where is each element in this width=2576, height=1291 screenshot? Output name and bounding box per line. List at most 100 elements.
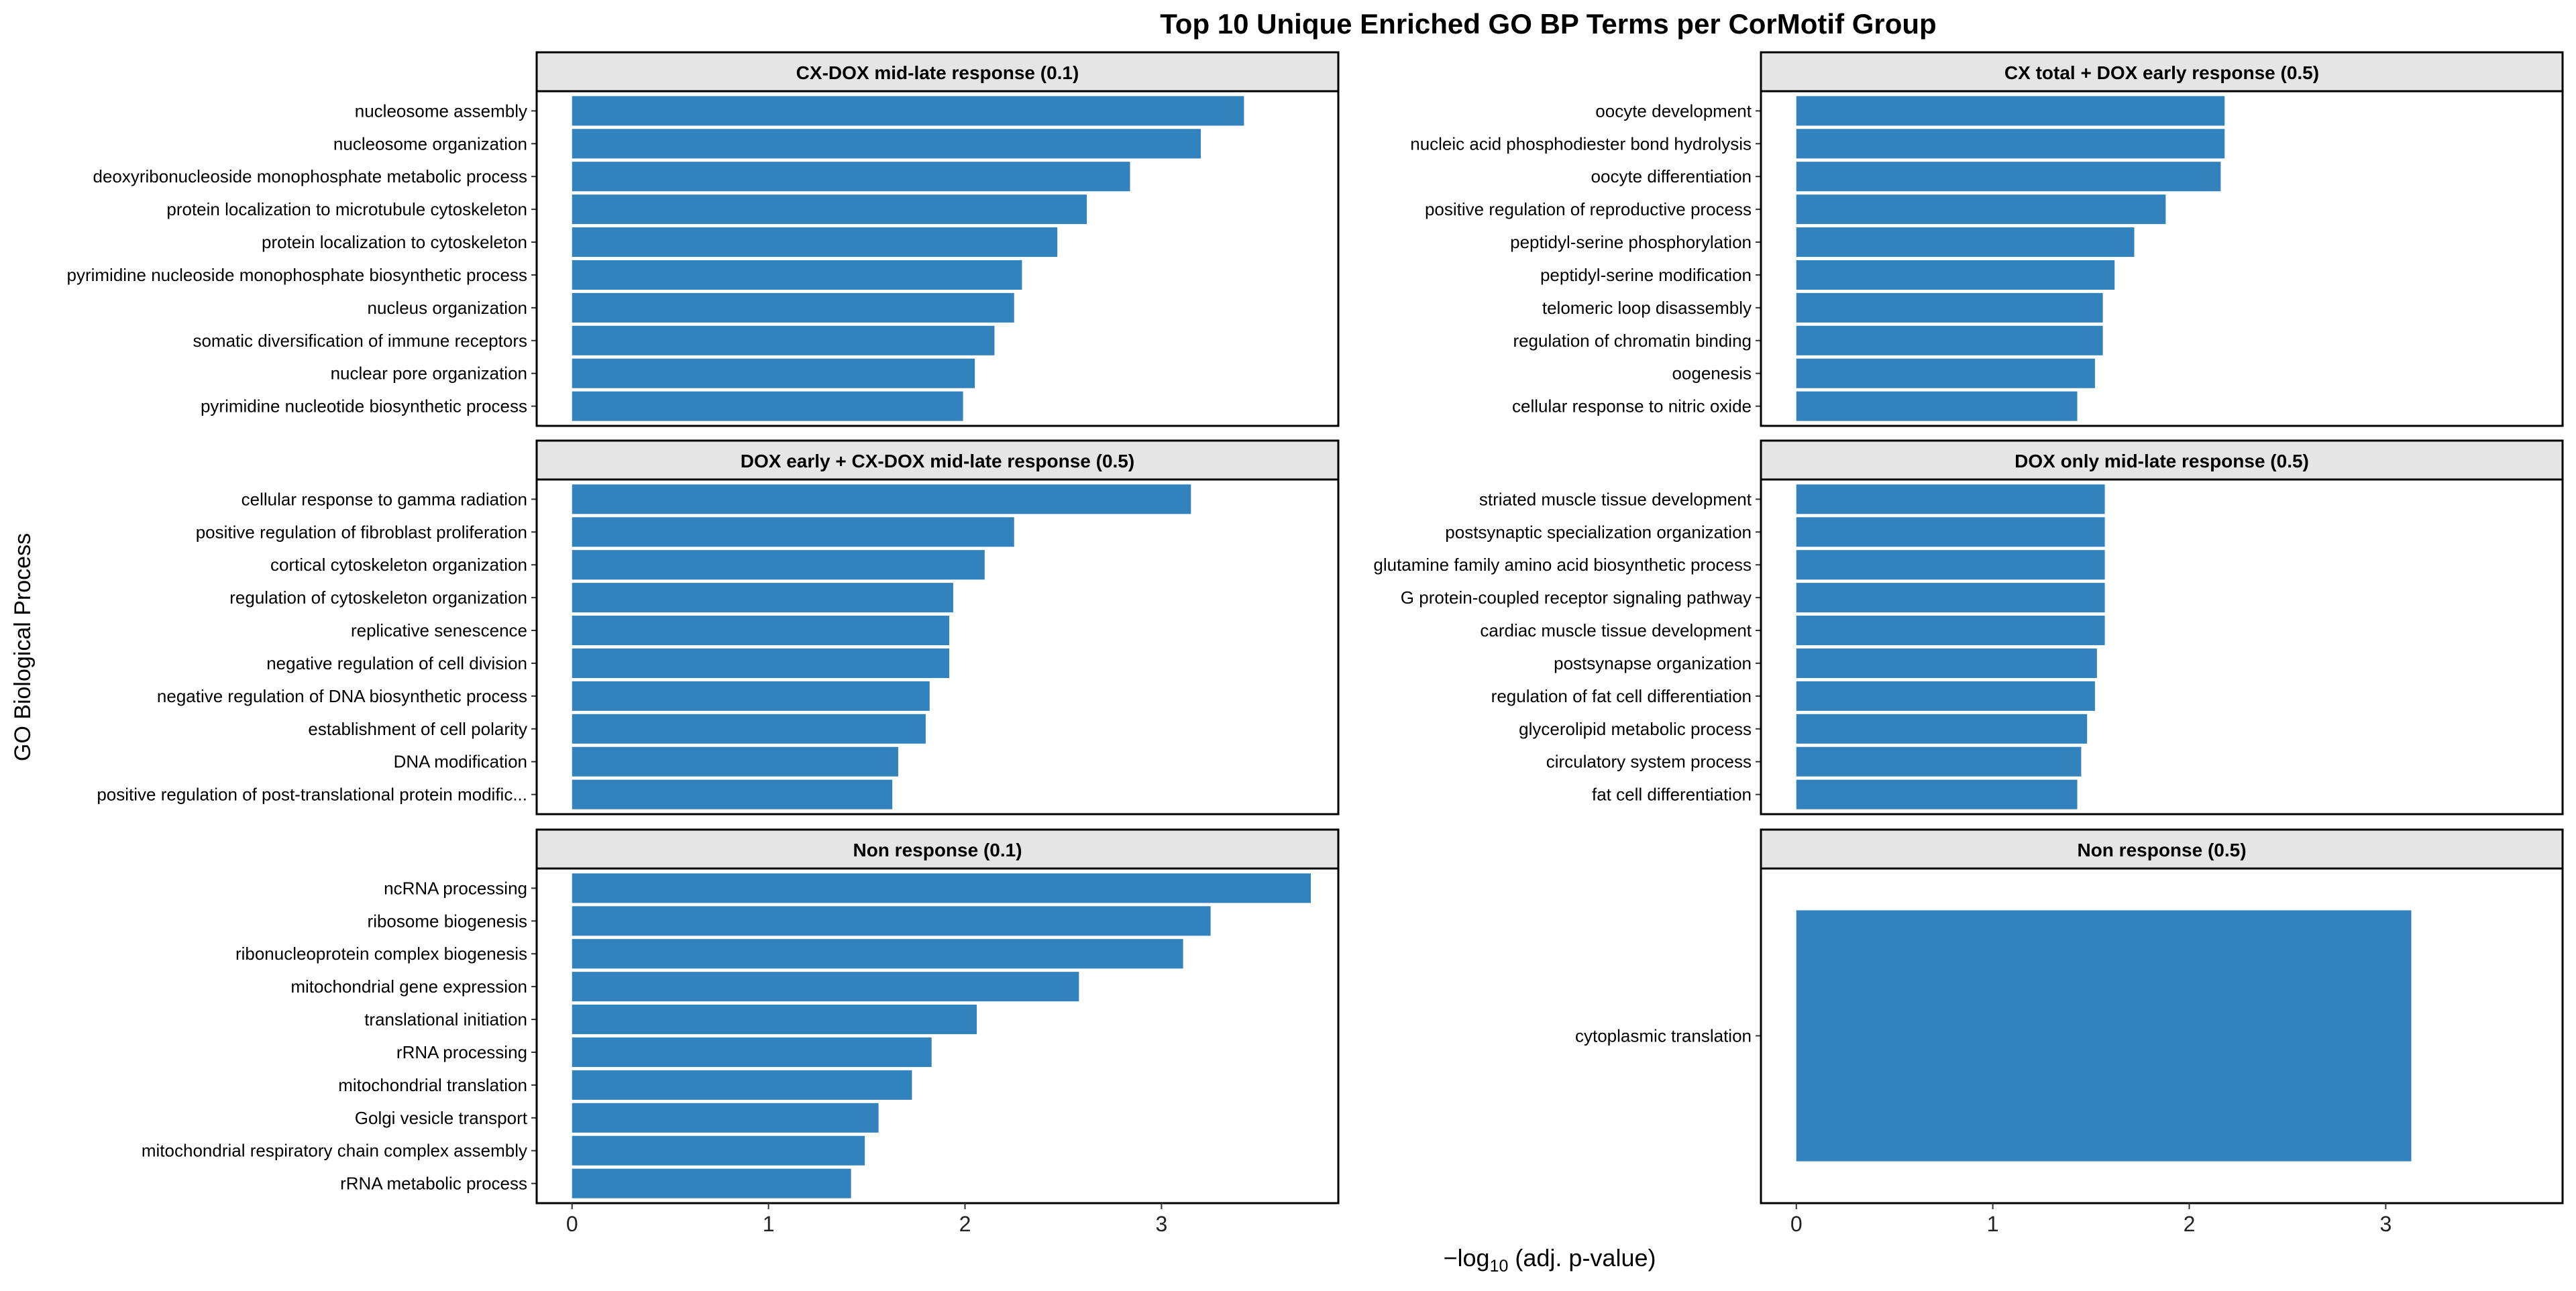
- y-tick-label: mitochondrial translation: [338, 1075, 527, 1095]
- bar: [572, 96, 1244, 126]
- bar: [572, 616, 950, 646]
- y-tick-label: nucleosome assembly: [355, 101, 527, 121]
- bar: [1796, 194, 2166, 225]
- y-tick-label: ribosome biogenesis: [368, 911, 527, 931]
- bar: [572, 1070, 912, 1100]
- y-tick-label: protein localization to microtubule cyto…: [166, 199, 527, 219]
- y-tick-label: cellular response to gamma radiation: [241, 489, 527, 509]
- bar: [1796, 292, 2103, 323]
- y-tick-label: peptidyl-serine modification: [1540, 265, 1752, 285]
- bar: [572, 583, 953, 613]
- bar: [1796, 910, 2412, 1162]
- bar: [1796, 96, 2225, 126]
- y-tick-label: positive regulation of reproductive proc…: [1425, 199, 1752, 219]
- bar: [572, 129, 1201, 159]
- y-tick-label: rRNA processing: [396, 1042, 527, 1062]
- facet-panel: Non response (0.1) ncRNA processing riboso…: [142, 828, 1340, 1236]
- y-tick-label: cortical cytoskeleton organization: [270, 555, 527, 575]
- y-tick-label: DNA modification: [394, 752, 527, 772]
- panel-border: [1760, 478, 2564, 816]
- bar: [572, 1103, 879, 1133]
- y-tick-label: glycerolipid metabolic process: [1519, 719, 1752, 739]
- facet-strip: [535, 51, 1340, 93]
- y-tick-label: postsynaptic specialization organization: [1445, 522, 1752, 542]
- bar: [572, 1168, 851, 1198]
- facet-panel: DOX early + CX-DOX mid-late response (0.…: [97, 439, 1340, 816]
- y-tick-label: oogenesis: [1672, 363, 1752, 384]
- y-tick-label: postsynapse organization: [1554, 653, 1752, 673]
- y-tick-label: positive regulation of fibroblast prolif…: [196, 522, 527, 542]
- panel-border: [535, 867, 1340, 1204]
- bar: [1796, 325, 2103, 355]
- y-tick-label: establishment of cell polarity: [308, 719, 527, 739]
- bar: [1796, 260, 2115, 290]
- y-tick-label: rRNA metabolic process: [340, 1174, 527, 1194]
- y-tick-label: mitochondrial gene expression: [290, 976, 527, 997]
- y-tick-label: negative regulation of DNA biosynthetic …: [157, 686, 527, 706]
- y-tick-label: nuclear pore organization: [331, 363, 527, 384]
- y-tick-label: regulation of chromatin binding: [1513, 331, 1752, 351]
- panel-border: [1760, 90, 2564, 427]
- bar: [572, 714, 926, 744]
- bar: [572, 194, 1087, 225]
- chart-title: Top 10 Unique Enriched GO BP Terms per C…: [1160, 8, 1936, 40]
- y-tick-label: ncRNA processing: [384, 878, 527, 898]
- y-tick-label: cellular response to nitric oxide: [1512, 396, 1752, 416]
- bar: [572, 1135, 865, 1166]
- x-tick-label: 1: [763, 1212, 775, 1236]
- bar: [1796, 714, 2088, 744]
- bar: [1796, 681, 2095, 711]
- y-tick-label: somatic diversification of immune recept…: [193, 331, 527, 351]
- facet-strip: [1760, 828, 2564, 870]
- bar: [1796, 648, 2097, 678]
- facet-strip: [535, 828, 1340, 870]
- facet-panel: DOX only mid-late response (0.5) striated…: [1373, 439, 2564, 816]
- bar: [572, 873, 1311, 903]
- y-tick-label: G protein-coupled receptor signaling pat…: [1401, 587, 1752, 608]
- y-tick-label: nucleosome organization: [333, 133, 527, 154]
- y-tick-label: regulation of cytoskeleton organization: [229, 587, 527, 608]
- x-tick-label: 2: [959, 1212, 971, 1236]
- bar: [572, 292, 1014, 323]
- facet-strip-label: DOX only mid-late response (0.5): [2015, 451, 2309, 471]
- bar: [572, 939, 1183, 969]
- facet-strip-label: CX total + DOX early response (0.5): [2004, 62, 2319, 83]
- bar: [572, 972, 1079, 1002]
- bar: [572, 906, 1211, 936]
- x-tick-label: 3: [2379, 1212, 2392, 1236]
- facet-panel: CX total + DOX early response (0.5) oocyt…: [1410, 51, 2564, 427]
- bar: [572, 1037, 932, 1067]
- y-tick-label: ribonucleoprotein complex biogenesis: [235, 944, 527, 964]
- panel-border: [535, 478, 1340, 816]
- x-axis-title-subscript: 10: [1490, 1257, 1509, 1276]
- bar: [1796, 227, 2135, 258]
- y-tick-label: pyrimidine nucleoside monophosphate bios…: [66, 265, 527, 285]
- bar: [572, 550, 985, 580]
- y-tick-label: oocyte differentiation: [1591, 166, 1752, 186]
- y-tick-label: cardiac muscle tissue development: [1480, 620, 1752, 640]
- y-tick-label: deoxyribonucleoside monophosphate metabo…: [93, 166, 527, 186]
- facet-strip: [535, 439, 1340, 481]
- bar: [572, 227, 1058, 258]
- x-tick-label: 2: [2184, 1212, 2196, 1236]
- bar: [572, 648, 950, 678]
- bar: [572, 1005, 977, 1035]
- x-tick-label: 0: [1790, 1212, 1803, 1236]
- bar: [1796, 746, 2082, 777]
- bar: [1796, 391, 2078, 421]
- y-tick-label: fat cell differentiation: [1592, 785, 1752, 805]
- y-tick-label: mitochondrial respiratory chain complex …: [142, 1141, 527, 1161]
- bar: [572, 391, 963, 421]
- bar: [1796, 550, 2105, 580]
- y-tick-label: pyrimidine nucleotide biosynthetic proce…: [201, 396, 527, 416]
- bar: [572, 260, 1022, 290]
- facet-panels: CX-DOX mid-late response (0.1) nucleosome…: [66, 51, 2564, 1236]
- facet-panel: CX-DOX mid-late response (0.1) nucleosome…: [66, 51, 1340, 427]
- y-tick-label: glutamine family amino acid biosynthetic…: [1373, 555, 1752, 575]
- y-tick-label: striated muscle tissue development: [1479, 489, 1752, 509]
- y-tick-label: cytoplasmic translation: [1575, 1026, 1752, 1046]
- panel-border: [535, 90, 1340, 427]
- x-tick-label: 1: [1987, 1212, 1999, 1236]
